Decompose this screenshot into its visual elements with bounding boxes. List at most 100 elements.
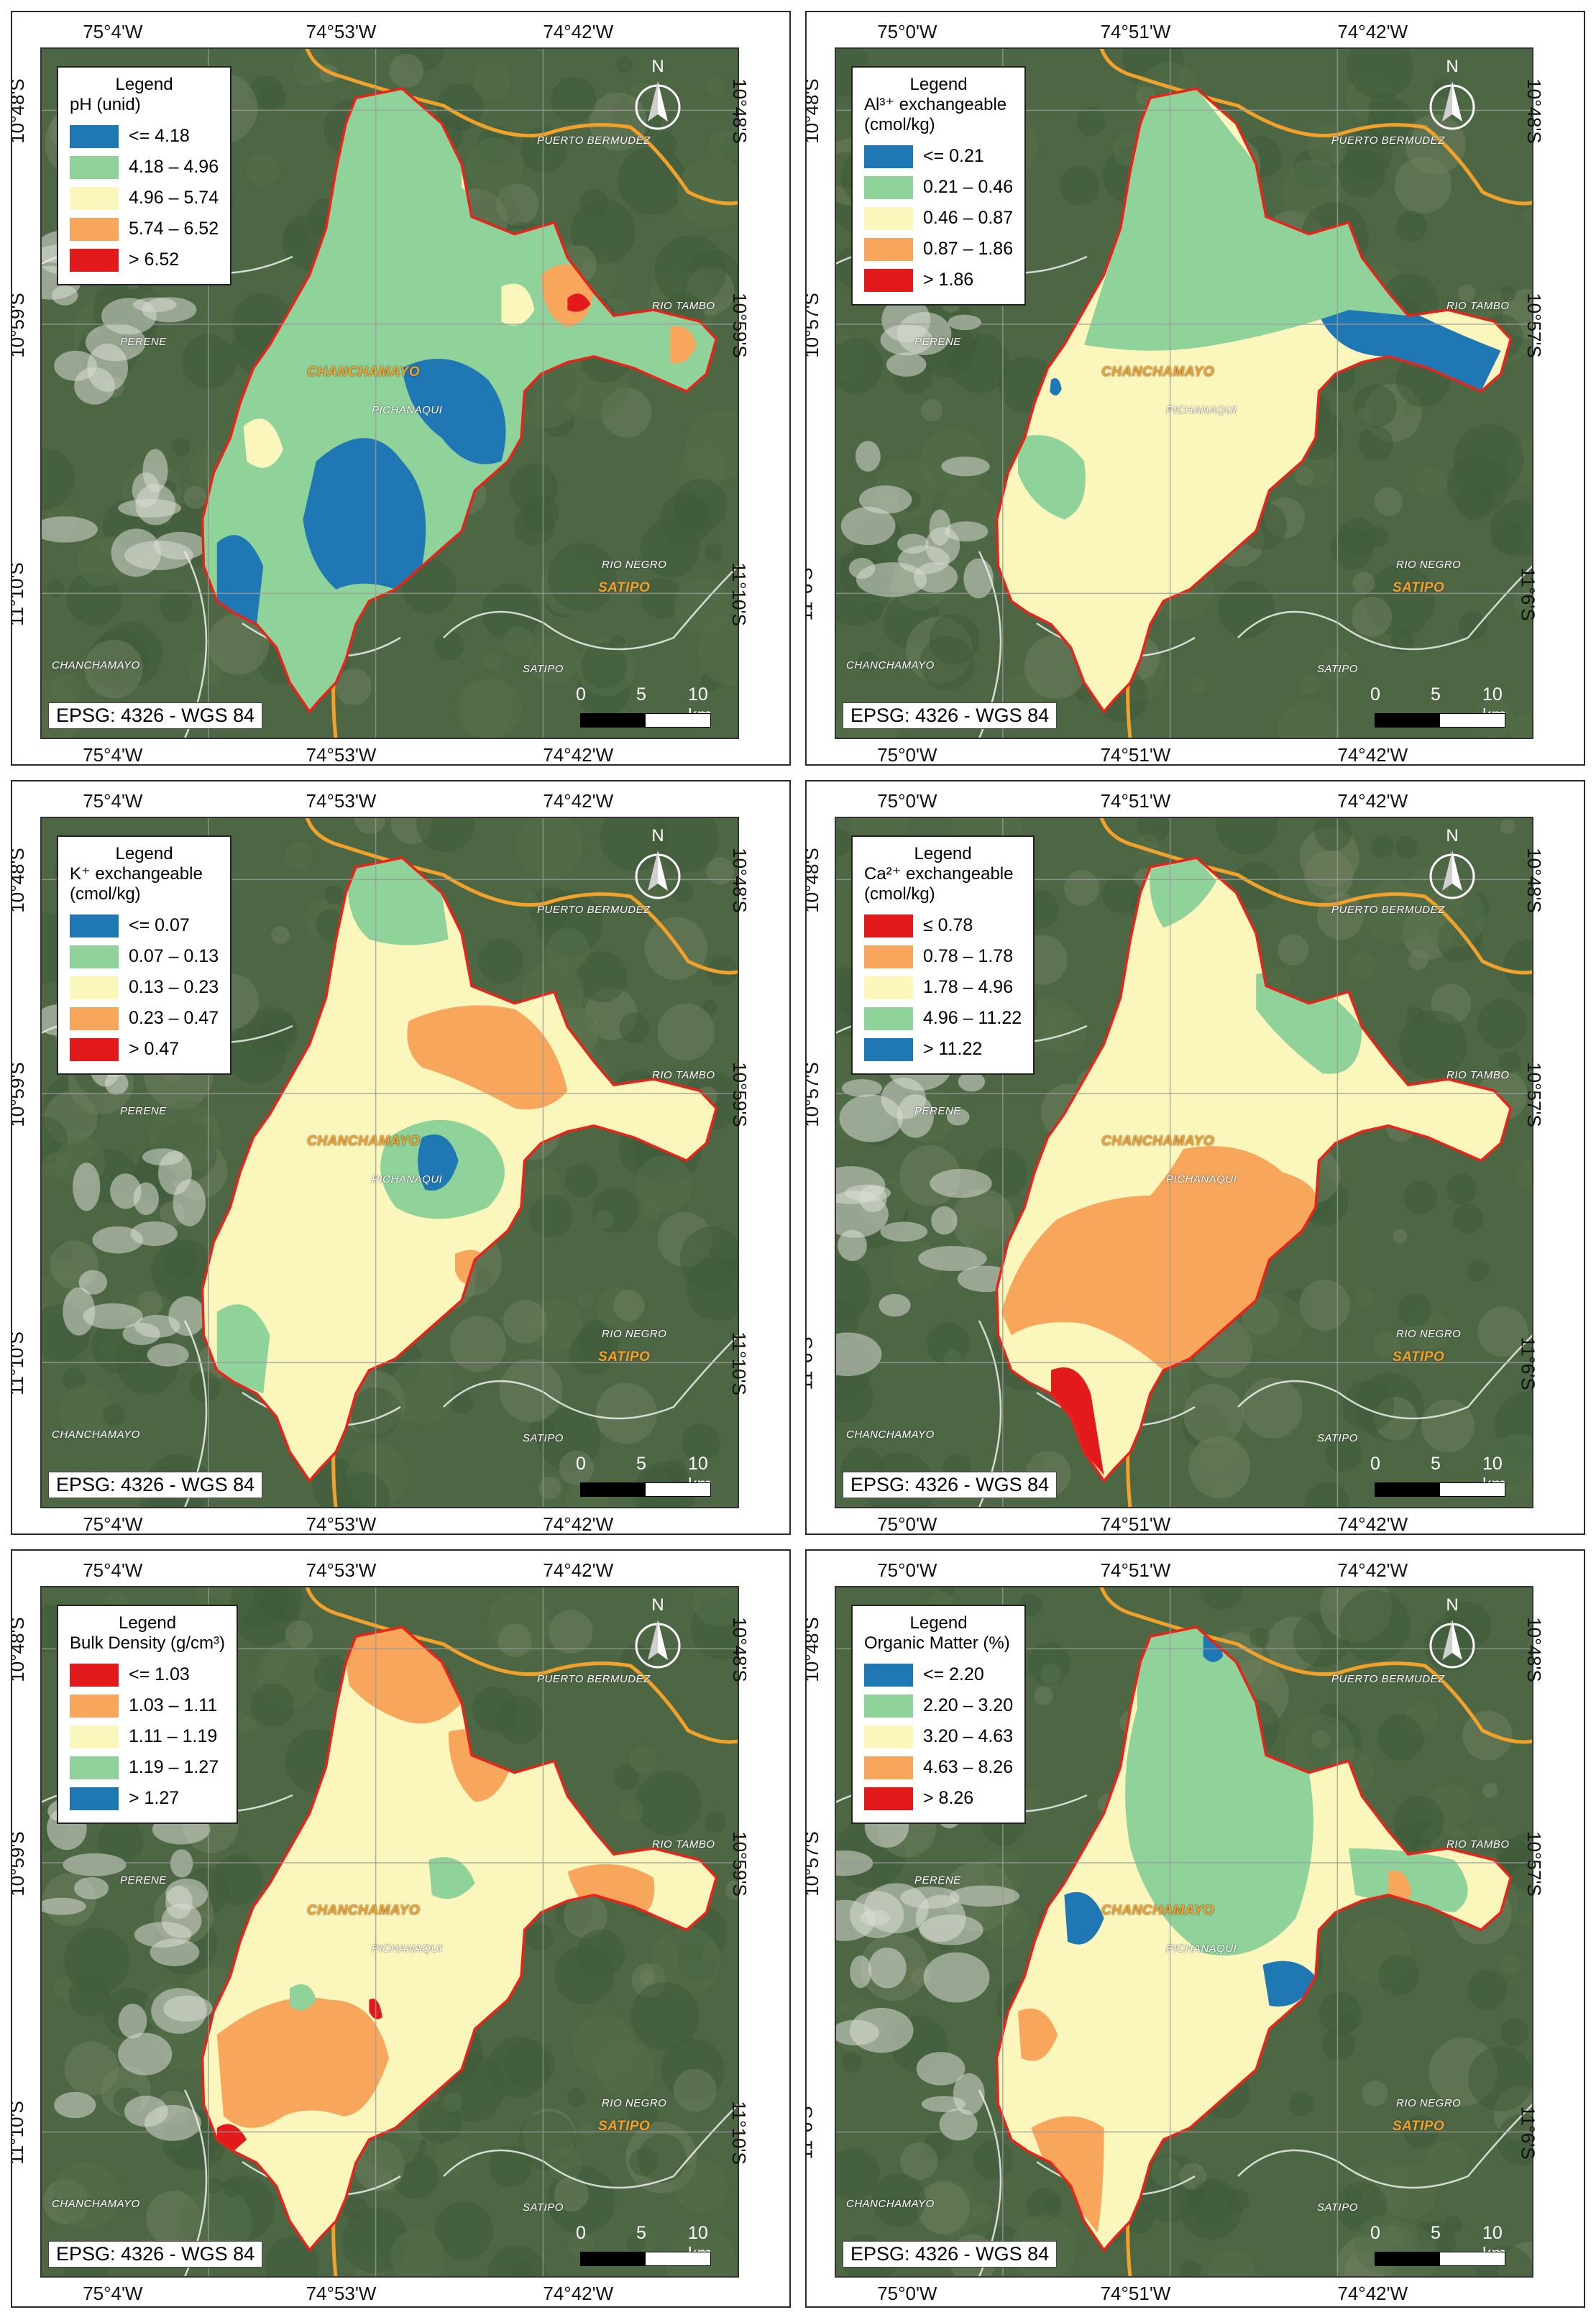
- terrain-texture: [577, 951, 628, 1003]
- terrain-texture: [1356, 408, 1372, 423]
- terrain-texture: [1491, 520, 1526, 554]
- latitude-label: 10°57'S: [805, 1831, 822, 1897]
- cloud-patch: [151, 1988, 207, 2034]
- legend-item-label: 0.87 – 1.86: [923, 239, 1014, 259]
- place-label-satipo: SATIPO: [523, 1432, 564, 1444]
- road-line: [1099, 1587, 1533, 1744]
- legend-subtitle: Bulk Density (g/cm³): [70, 1633, 226, 1653]
- legend-title: Legend: [914, 844, 972, 863]
- latitude-label: 11°10'S: [728, 562, 750, 627]
- terrain-texture: [388, 1358, 455, 1425]
- longitude-label: 74°53'W: [306, 744, 377, 766]
- terrain-texture: [1355, 1288, 1374, 1308]
- cloud-patch: [941, 457, 990, 477]
- terrain-texture: [1318, 1991, 1362, 2035]
- terrain-texture: [1322, 2027, 1355, 2060]
- legend-subtitle: K⁺ exchangeable (cmol/kg): [70, 864, 203, 904]
- terrain-texture: [460, 678, 522, 738]
- longitude-label: 74°53'W: [306, 21, 377, 42]
- legend-swatch: [864, 914, 913, 937]
- north-arrow-icon: N: [630, 57, 685, 136]
- terrain-texture: [702, 1943, 720, 1961]
- map-frame: [835, 817, 1533, 1508]
- road-line: [1099, 817, 1533, 975]
- terrain-texture: [973, 2140, 1013, 2181]
- map-legend: Legend Bulk Density (g/cm³) <= 1.03 1.03 – …: [57, 1605, 239, 1824]
- terrain-texture: [165, 1246, 198, 1280]
- legend-item: 5.74 – 6.52: [70, 214, 219, 244]
- terrain-texture: [1415, 467, 1446, 498]
- latitude-label: 10°48'S: [805, 848, 822, 914]
- legend-item-label: <= 1.03: [129, 1664, 190, 1684]
- terrain-texture: [498, 1623, 532, 1658]
- class-zone-orange: [1018, 2008, 1058, 2061]
- terrain-texture: [1348, 952, 1375, 979]
- cloud-patch: [74, 1877, 109, 1899]
- legend-item-label: 1.03 – 1.11: [129, 1695, 218, 1715]
- terrain-texture: [1269, 968, 1291, 989]
- terrain-texture: [1395, 211, 1428, 242]
- terrain-texture: [559, 1450, 594, 1485]
- legend-item: 0.13 – 0.23: [70, 972, 219, 1003]
- class-zone-blue: [418, 1134, 459, 1191]
- cloud-patch: [953, 2073, 985, 2115]
- cloud-patch: [963, 558, 994, 599]
- longitude-label: 75°4'W: [83, 2283, 143, 2304]
- place-label-rio-negro: RIO NEGRO: [1396, 559, 1462, 571]
- road-line: [305, 817, 738, 975]
- longitude-label: 74°53'W: [306, 1513, 377, 1535]
- longitude-label: 74°42'W: [543, 21, 614, 42]
- latitude-label: 10°57'S: [1523, 1831, 1545, 1897]
- cloud-patch: [118, 2032, 173, 2076]
- longitude-label: 75°0'W: [877, 21, 937, 42]
- latitude-label: 11°6'S: [1517, 567, 1539, 621]
- legend-item-label: > 6.52: [129, 249, 180, 270]
- terrain-texture: [1467, 1260, 1490, 1282]
- terrain-texture: [525, 1923, 554, 1951]
- terrain-texture: [596, 2040, 655, 2099]
- terrain-texture: [1378, 1955, 1420, 1996]
- terrain-texture: [1421, 884, 1485, 948]
- terrain-texture: [528, 1418, 555, 1444]
- terrain-texture: [285, 842, 313, 869]
- terrain-texture: [1034, 1686, 1053, 1705]
- class-zone-yellow: [501, 283, 535, 326]
- legend-title: Legend: [909, 1613, 968, 1633]
- terrain-texture: [1510, 713, 1533, 738]
- legend-item-label: 2.20 – 3.20: [923, 1695, 1014, 1715]
- legend-swatch: [70, 1007, 119, 1030]
- legend-item: <= 0.21: [864, 141, 1013, 172]
- latitude-label: 10°48'S: [728, 1617, 751, 1683]
- terrain-texture: [1377, 1714, 1424, 1761]
- terrain-texture: [835, 338, 884, 394]
- terrain-texture: [1398, 1010, 1468, 1079]
- terrain-texture: [1486, 1434, 1533, 1497]
- cloud-patch: [63, 1853, 127, 1876]
- legend-item-label: > 0.47: [129, 1039, 180, 1059]
- terrain-texture: [487, 2036, 549, 2099]
- crs-label: EPSG: 4326 - WGS 84: [48, 1472, 263, 1498]
- legend-swatch: [864, 1756, 913, 1779]
- terrain-texture: [546, 928, 590, 972]
- place-label-rio-negro: RIO NEGRO: [602, 559, 667, 571]
- legend-item: <= 4.18: [70, 121, 219, 152]
- latitude-label: 10°59'S: [11, 1831, 28, 1897]
- terrain-texture: [1500, 2018, 1529, 2047]
- terrain-texture: [1403, 1180, 1438, 1215]
- class-zone-blue: [1262, 1961, 1316, 2007]
- class-zone-orange: [1031, 2116, 1104, 2233]
- legend-swatch: [70, 124, 119, 148]
- terrain-texture: [554, 1945, 614, 2005]
- terrain-texture: [919, 636, 975, 691]
- longitude-label: 74°42'W: [1337, 1513, 1408, 1535]
- legend-item-label: 1.78 – 4.96: [923, 977, 1014, 997]
- legend-item: > 1.27: [70, 1783, 225, 1814]
- longitude-label: 75°4'W: [83, 1559, 143, 1581]
- terrain-texture: [618, 146, 687, 215]
- cloud-patch: [916, 2052, 966, 2086]
- legend-item-label: 0.78 – 1.78: [923, 946, 1014, 966]
- map-panel-k: 75°4'W 75°4'W 74°53'W 74°53'W 74°42'W 74°42'W…: [11, 780, 791, 1535]
- place-label-perene: PERENE: [120, 1874, 167, 1886]
- terrain-texture: [1380, 2163, 1436, 2219]
- legend-swatch: [70, 217, 119, 241]
